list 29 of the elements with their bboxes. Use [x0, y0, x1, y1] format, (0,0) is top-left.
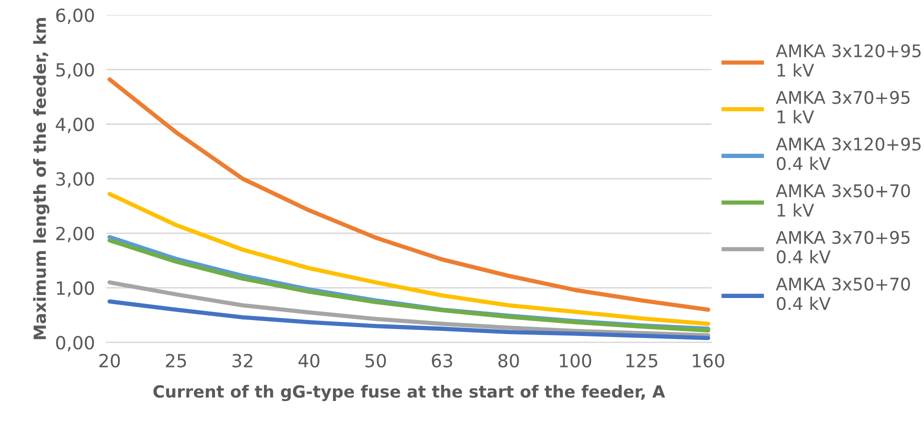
- y-tick-label: 1,00: [56, 281, 94, 297]
- line-series: [108, 299, 710, 340]
- x-tick-label: 50: [366, 354, 386, 368]
- y-tick-label: 4,00: [56, 118, 94, 134]
- legend-label: AMKA 3x70+95 1 kV: [776, 90, 910, 124]
- y-tick-label: 2,00: [56, 226, 94, 242]
- y-tick-label: 3,00: [56, 172, 94, 188]
- legend-label: AMKA 3x50+70 0.4 kV: [776, 278, 910, 310]
- legend-label: AMKA 3x120+95 0.4 kV: [776, 138, 921, 170]
- x-tick-label: 160: [692, 354, 724, 368]
- y-tick-label: 5,00: [56, 63, 94, 79]
- y-axis-title: Maximum length of the feeder, km: [33, 18, 50, 340]
- legend-label: AMKA 3x50+70 1 kV: [776, 184, 910, 217]
- x-tick-label: 20: [99, 354, 120, 368]
- line-series: [108, 192, 710, 326]
- y-tick-label: 0,00: [56, 336, 94, 352]
- x-tick-label: 100: [560, 354, 592, 368]
- legend-label: AMKA 3x120+95 1 kV: [776, 44, 921, 77]
- x-tick-label: 80: [498, 354, 519, 368]
- x-tick-label: 32: [232, 354, 252, 368]
- line-series: [108, 280, 710, 338]
- x-tick-label: 125: [626, 354, 658, 368]
- x-tick-label: 40: [298, 354, 320, 368]
- x-tick-label: 63: [432, 354, 452, 368]
- x-axis-title: Current of th gG-type fuse at the start of the feeder, A: [153, 384, 666, 402]
- x-tick-label: 25: [166, 354, 186, 368]
- y-tick-label: 6,00: [56, 8, 94, 24]
- line-series: [108, 77, 710, 312]
- legend-label: AMKA 3x70+95 0.4 kV: [776, 230, 910, 264]
